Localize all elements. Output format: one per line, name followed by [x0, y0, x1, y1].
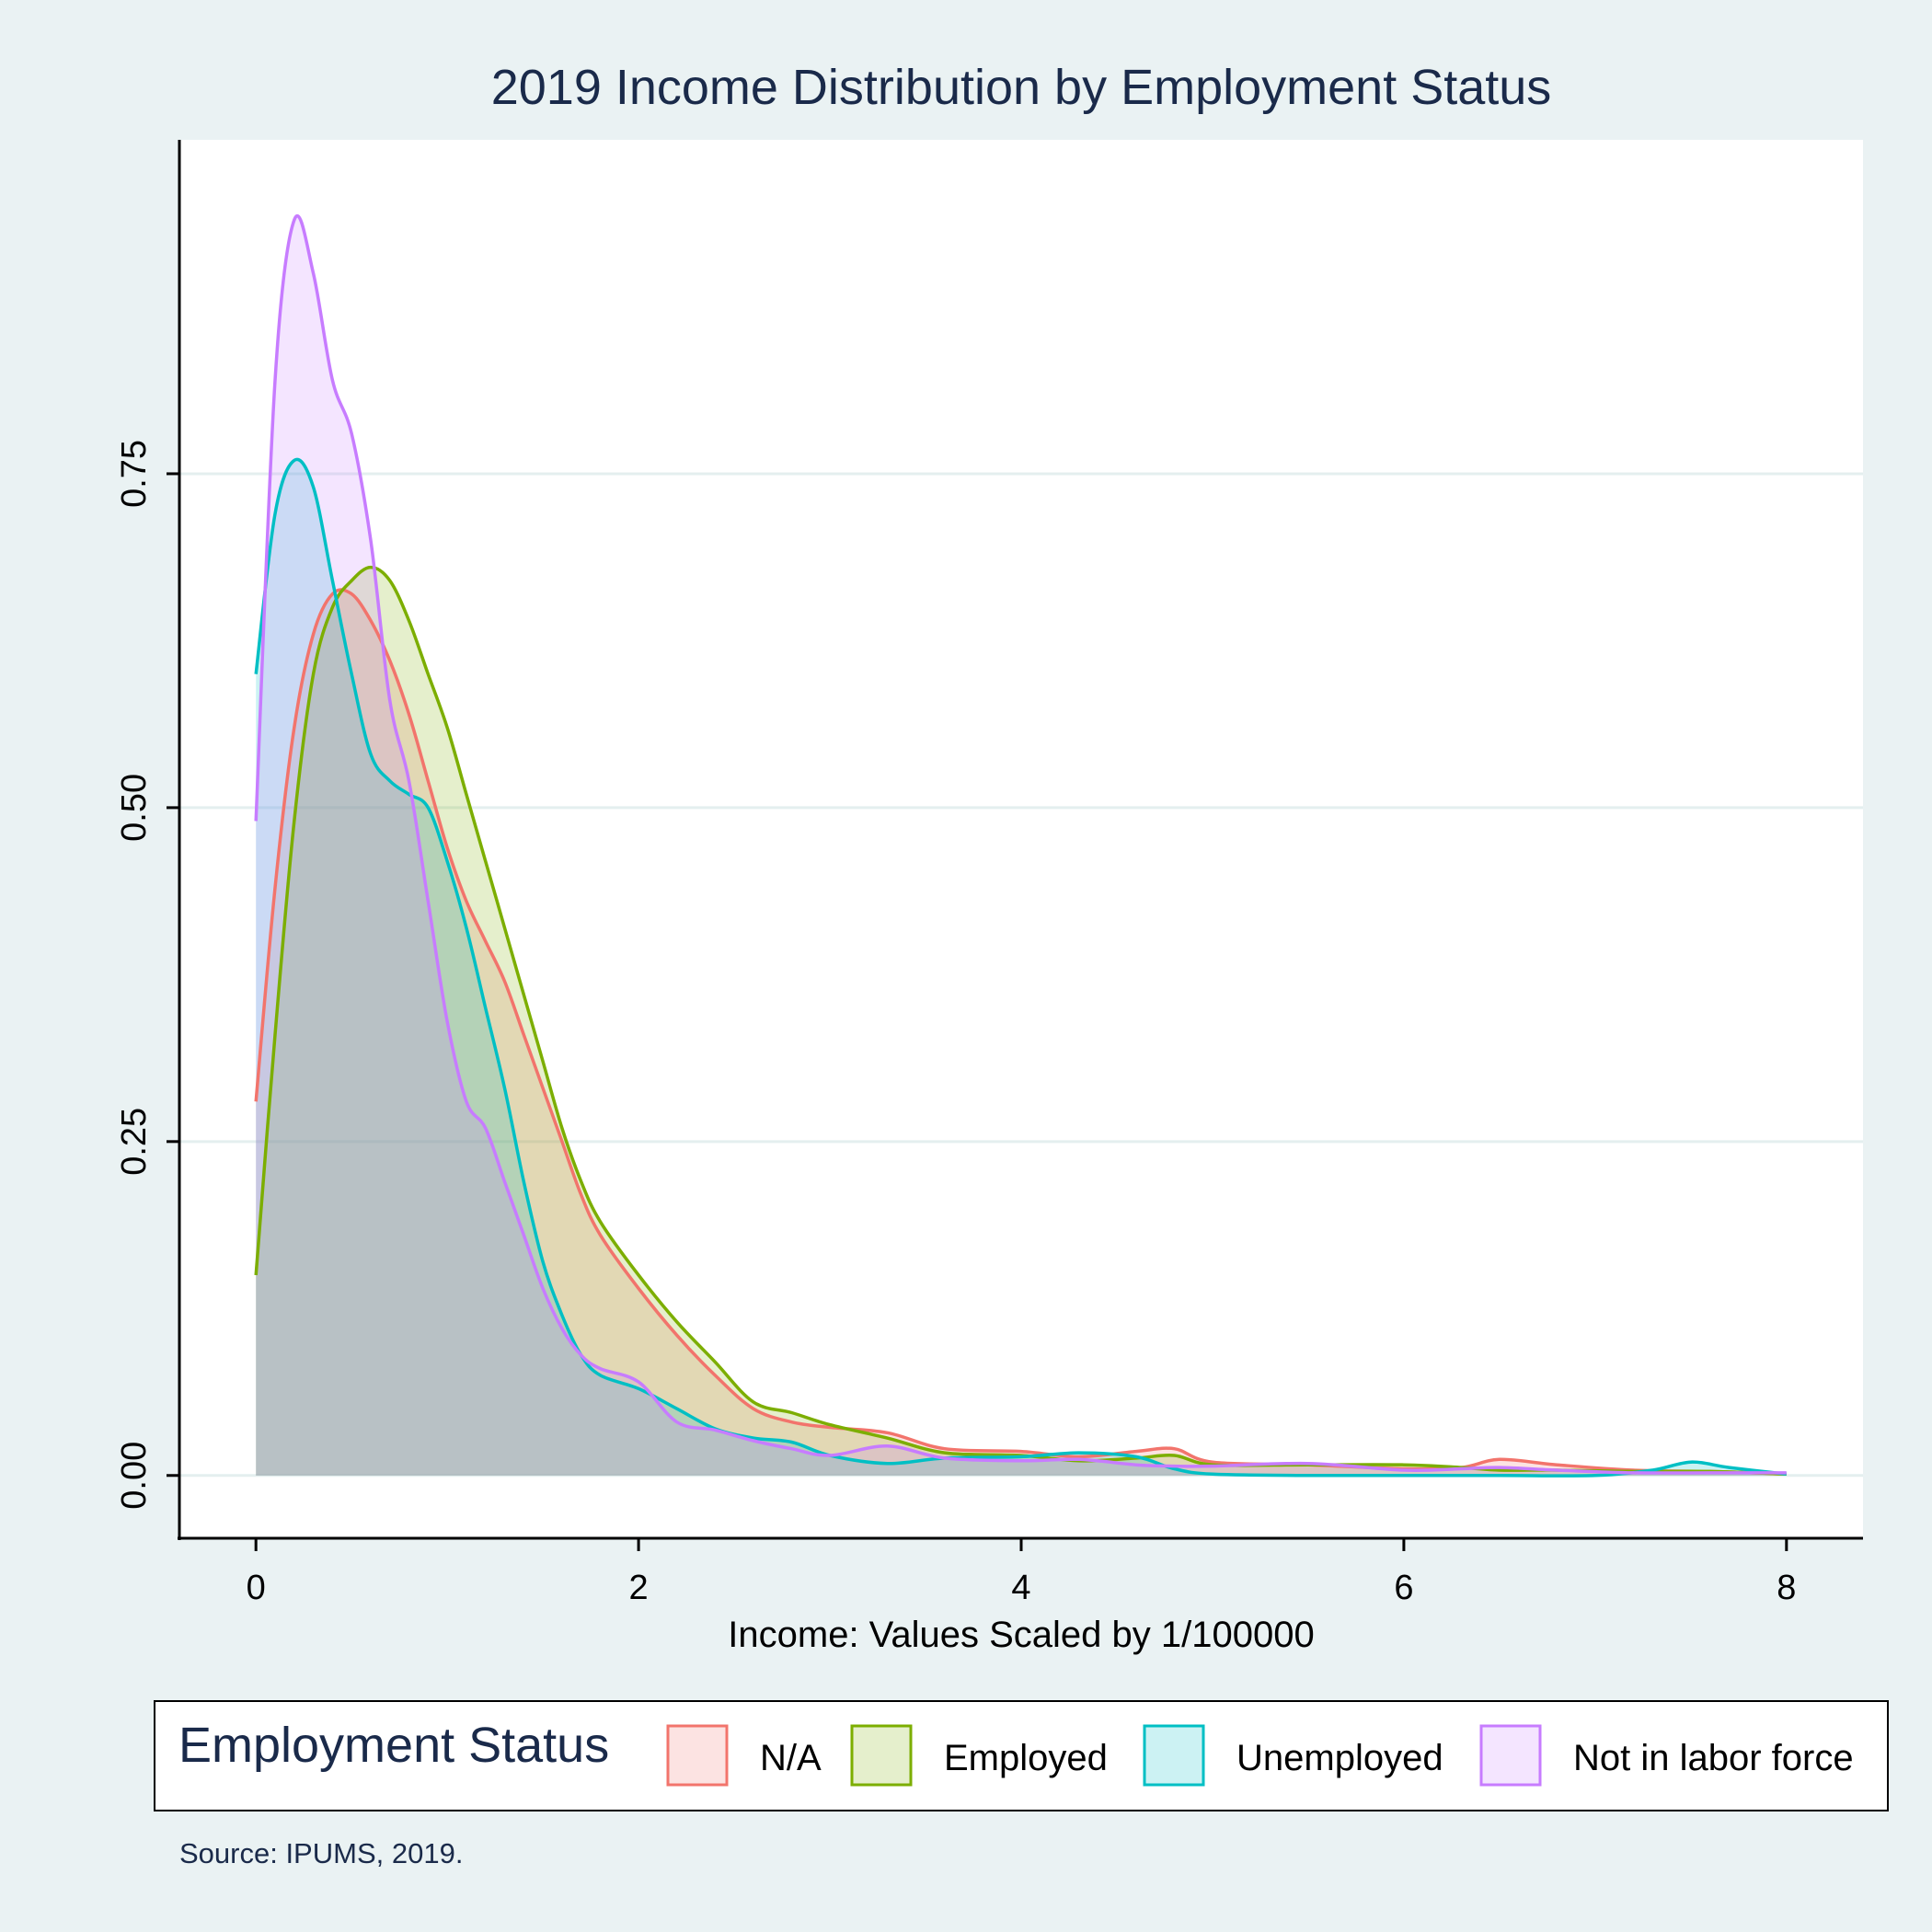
plot-area: [179, 140, 1863, 1538]
chart-title: 2019 Income Distribution by Employment S…: [491, 60, 1552, 115]
area-not-in-labor-force: [256, 215, 1787, 1476]
legend-items: N/A Employed Unemployed Not in labor force: [666, 1724, 1854, 1787]
legend-label-n-a: N/A: [760, 1738, 822, 1778]
legend-label-not-in-labor-force: Not in labor force: [1573, 1738, 1854, 1778]
line-unemployed: [254, 457, 1788, 1478]
legend-key-n-a: [666, 1724, 729, 1787]
x-axis-ticks: 0 2 4 6 8: [247, 1538, 1796, 1607]
line-employed: [254, 565, 1787, 1477]
legend-label-unemployed: Unemployed: [1236, 1738, 1443, 1778]
x-tick-label-0: 0: [247, 1569, 266, 1607]
y-axis-ticks: 0.00 0.25 0.50 0.75: [115, 440, 179, 1510]
legend-key-unemployed: [1143, 1724, 1205, 1787]
legend-key-not-in-labor-force: [1479, 1724, 1542, 1787]
x-axis-title: Income: Values Scaled by 1/100000: [728, 1615, 1314, 1655]
legend-title: Employment Status: [178, 1718, 609, 1773]
legend: Employment Status N/A Employed Unemployed N…: [154, 1700, 1889, 1811]
y-tick-label-2: 0.50: [115, 774, 154, 842]
density-areas: [256, 215, 1787, 1477]
x-tick-label-3: 6: [1394, 1569, 1413, 1607]
source-note: Source: IPUMS, 2019.: [179, 1837, 463, 1869]
line-not-in-labor-force: [254, 214, 1787, 1475]
x-tick-label-1: 2: [629, 1569, 649, 1607]
legend-key-employed: [850, 1724, 913, 1787]
density-lines: [254, 214, 1788, 1478]
legend-box: [154, 1700, 1889, 1811]
area-employed: [256, 567, 1787, 1476]
y-tick-label-3: 0.75: [115, 440, 154, 508]
x-tick-label-2: 4: [1011, 1569, 1030, 1607]
area-unemployed: [256, 459, 1787, 1477]
area-n-a: [256, 590, 1787, 1476]
y-tick-label-0: 0.00: [115, 1442, 154, 1510]
y-tick-label-1: 0.25: [115, 1108, 154, 1176]
x-tick-label-4: 8: [1777, 1569, 1796, 1607]
legend-label-employed: Employed: [944, 1738, 1108, 1778]
